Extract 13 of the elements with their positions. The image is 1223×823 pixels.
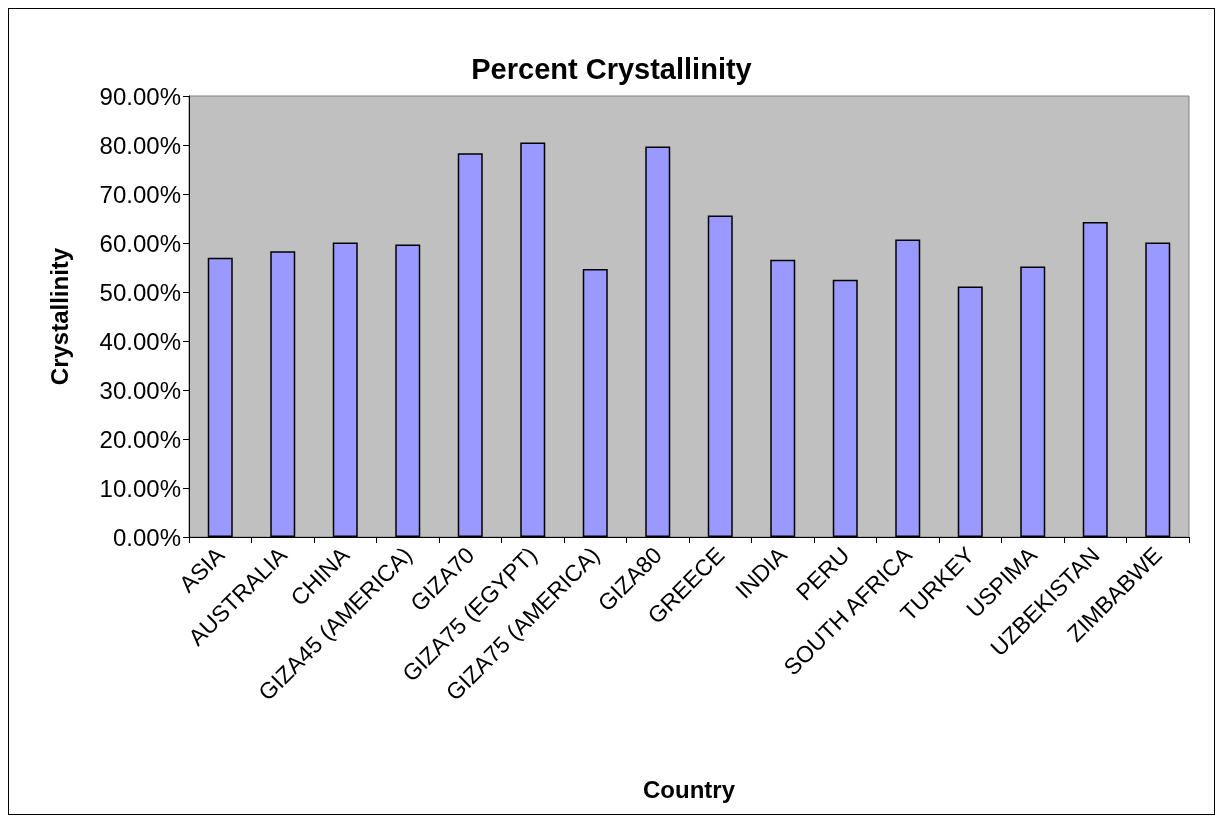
y-tick-label: 20.00% xyxy=(99,425,181,453)
y-tick-label: 90.00% xyxy=(99,82,181,110)
y-tick-label: 10.00% xyxy=(99,474,181,502)
y-tick-label: 80.00% xyxy=(99,131,181,159)
y-tick-label: 70.00% xyxy=(99,180,181,208)
chart-title: Percent Crystallinity xyxy=(471,52,752,85)
y-axis-title: Crystallinity xyxy=(45,247,73,386)
y-tick-label: 50.00% xyxy=(99,278,181,306)
y-tick-label: 40.00% xyxy=(99,327,181,355)
x-axis-title: Country xyxy=(643,775,736,803)
y-tick-label: 0.00% xyxy=(112,523,181,551)
y-tick-label: 30.00% xyxy=(99,376,181,404)
y-tick-label: 60.00% xyxy=(99,229,181,257)
